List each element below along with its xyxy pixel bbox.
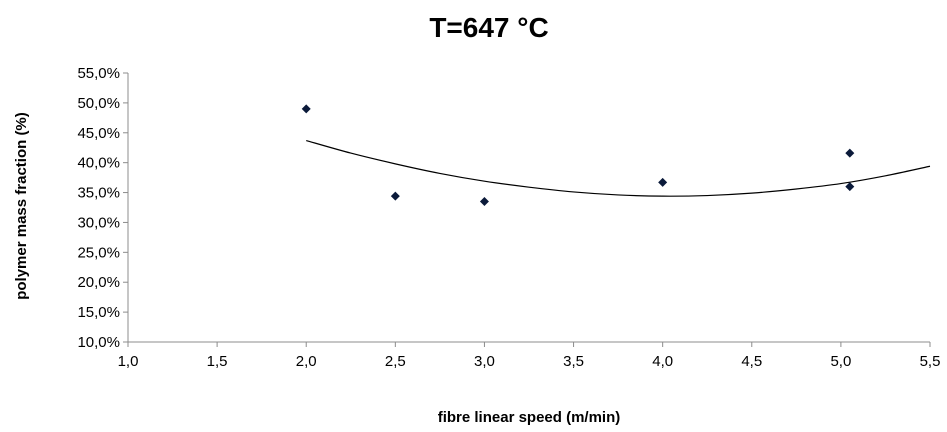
y-tick-label: 45,0% [77,125,120,142]
chart-title: T=647 °C [429,12,548,43]
x-tick-label: 3,0 [474,353,495,370]
y-tick-label: 40,0% [77,155,120,172]
x-axis-title: fibre linear speed (m/min) [438,409,621,426]
data-point [479,197,489,207]
x-tick-label: 2,5 [385,353,406,370]
y-tick-label: 55,0% [77,65,120,82]
x-tick-label: 4,5 [741,353,762,370]
y-tick-label: 20,0% [77,274,120,291]
y-tick-label: 35,0% [77,185,120,202]
x-tick-label: 1,0 [118,353,139,370]
y-tick-label: 25,0% [77,244,120,261]
x-tick-label: 3,5 [563,353,584,370]
data-point [301,104,311,114]
data-point [390,191,400,201]
data-point [845,148,855,158]
data-points [301,104,855,207]
x-tick-label: 2,0 [296,353,317,370]
data-point [845,182,855,192]
data-point [658,177,668,187]
x-tick-label: 1,5 [207,353,228,370]
y-tick-label: 50,0% [77,95,120,112]
y-ticks: 10,0% 15,0% 20,0% 25,0% 30,0% 35,0% 40,0% 45,0%… [77,65,128,351]
y-tick-label: 10,0% [77,334,120,351]
axes [127,73,930,343]
y-tick-label: 15,0% [77,304,120,321]
trendline [306,139,931,197]
x-tick-label: 5,0 [830,353,851,370]
y-tick-label: 30,0% [77,214,120,231]
x-ticks: 1,0 1,5 2,0 2,5 3,0 3,5 4,0 4,5 5,0 5,5 [118,342,941,370]
y-axis-title: polymer mass fraction (%) [13,112,30,300]
x-tick-label: 4,0 [652,353,673,370]
trendline-group [306,139,931,197]
x-tick-label: 5,5 [920,353,941,370]
